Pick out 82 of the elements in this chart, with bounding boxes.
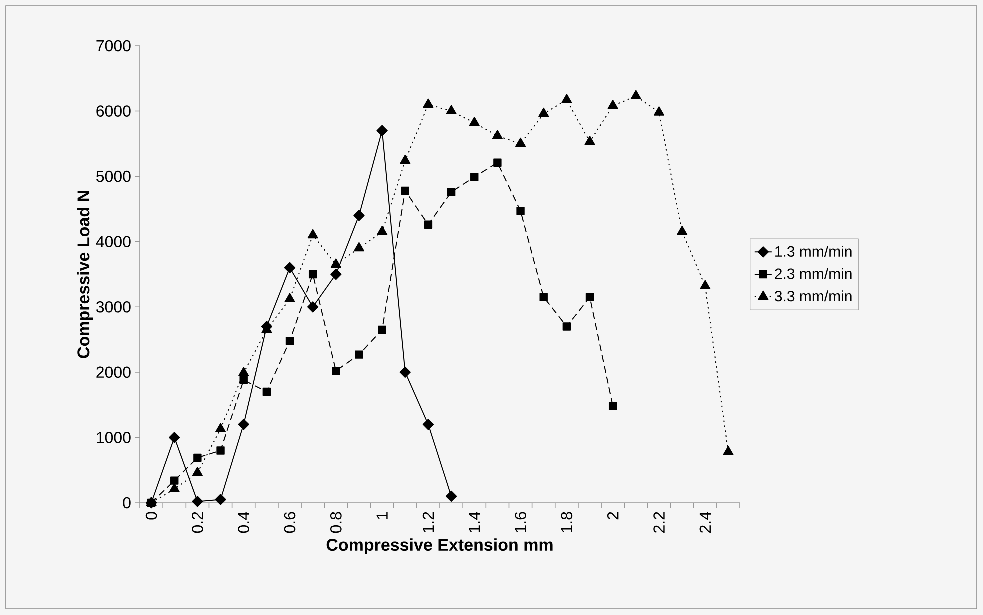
point [723,446,734,456]
x-tick-label: 1.8 [561,512,573,533]
point [608,402,618,410]
y-tick-label: 6000 [96,106,131,117]
x-tick-label: 2.4 [700,512,711,533]
x-tick-label: 1 [376,512,388,520]
point [169,432,180,444]
x-tick-label: 1.4 [469,512,480,533]
point [169,483,180,493]
point [423,98,434,108]
point [422,419,434,430]
point [400,154,411,164]
legend-label: 1.3 mm/min [776,246,852,257]
point [446,105,457,115]
point [470,173,479,182]
point [584,136,596,146]
point [376,125,388,136]
point [330,258,342,268]
point [307,302,319,313]
point [332,367,340,376]
point [216,446,225,455]
point [354,242,364,252]
point [630,90,642,100]
legend-label: 3.3 mm/min [774,290,852,302]
point [308,229,318,239]
point [469,117,480,126]
point [378,326,386,334]
point [494,158,502,167]
x-tick-label: 0.8 [330,512,342,534]
x-tick-label: 0.2 [192,512,204,534]
point [192,496,204,508]
point [330,268,342,280]
point [170,476,179,485]
point [562,94,572,104]
point [262,388,272,396]
y-tick-label: 7000 [96,40,131,52]
y-tick-label: 2000 [96,366,131,378]
point [238,367,250,376]
point [194,454,202,462]
point [700,280,711,290]
point [677,226,688,236]
y-tick-label: 4000 [96,236,131,248]
y-axis-title: Compressive Load N [77,191,94,358]
x-tick-label: 1.2 [422,512,434,533]
legend-label: 2.3 mm/min [775,268,852,280]
x-tick-label: 0 [146,512,158,520]
point [447,188,456,196]
point [538,108,550,118]
point [284,293,296,303]
point [238,419,250,430]
point [400,366,411,378]
x-tick-label: 2.2 [654,512,665,533]
point [516,138,526,148]
point [540,293,548,302]
point [308,270,318,279]
x-tick-label: 0.4 [238,512,250,534]
point [446,490,458,502]
point [401,186,410,196]
y-tick-label: 1000 [97,432,131,444]
point [608,100,618,110]
x-axis-title: Compressive Extension mm [326,538,553,554]
x-tick-label: 2 [607,512,619,520]
point [192,466,203,476]
point [516,207,525,216]
point [562,322,572,331]
point [216,423,226,432]
point [354,210,365,222]
point [586,293,594,302]
point [492,130,503,140]
y-tick-label: 3000 [96,301,131,313]
y-tick-label: 0 [123,497,131,509]
point [215,494,226,506]
point [654,106,664,116]
x-tick-label: 0.6 [284,512,296,534]
y-tick-label: 5000 [96,170,131,182]
point [355,350,364,359]
point [284,262,296,274]
point [286,336,294,346]
x-tick-label: 1.6 [515,512,526,533]
point [377,226,388,236]
point [424,220,433,229]
point [240,376,248,384]
